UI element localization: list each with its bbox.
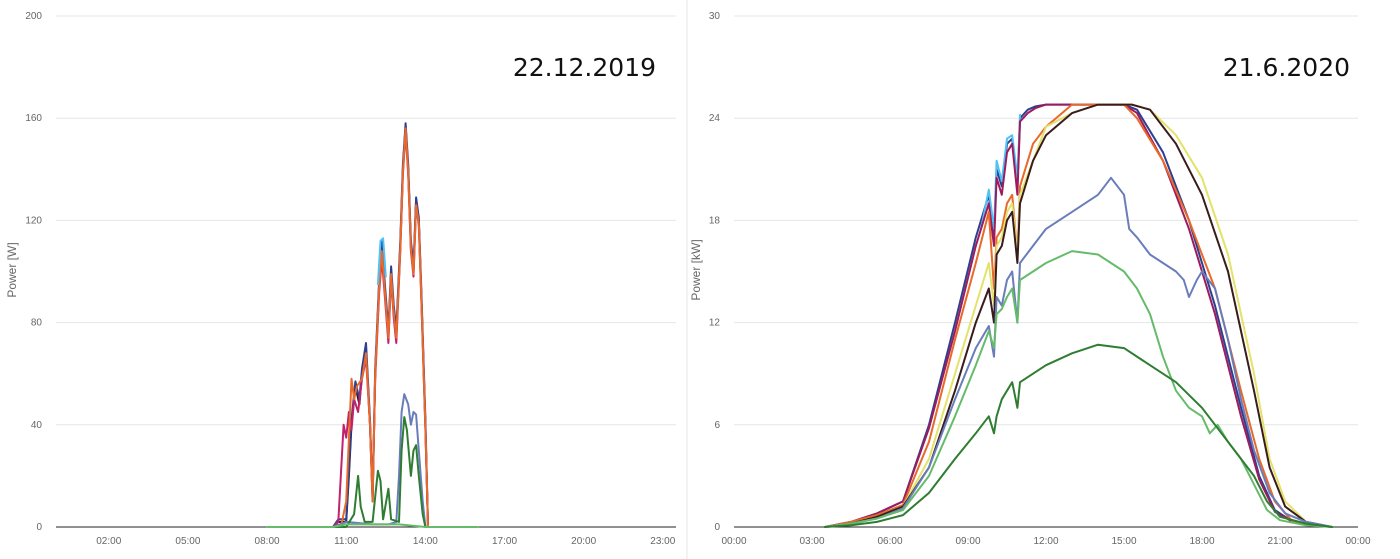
series-line-7 <box>824 176 1333 528</box>
x-tick-label: 09:00 <box>955 536 980 547</box>
x-tick-label: 12:00 <box>1033 536 1058 547</box>
series-line-7 <box>266 523 480 528</box>
x-tick-label: 08:00 <box>255 536 280 547</box>
x-tick-label: 02:00 <box>96 536 121 547</box>
y-tick-label: 24 <box>709 113 721 124</box>
series-line-4 <box>824 103 1333 528</box>
x-tick-label: 11:00 <box>334 536 359 547</box>
x-tick-label: 14:00 <box>413 536 438 547</box>
chart-date-title: 21.6.2020 <box>1223 53 1350 82</box>
x-tick-label: 06:00 <box>877 536 902 547</box>
x-tick-label: 00:00 <box>721 536 746 547</box>
series-line-3 <box>824 103 1333 528</box>
series-line-5 <box>824 103 1333 528</box>
y-tick-label: 200 <box>25 11 42 22</box>
y-tick-label: 0 <box>714 522 720 533</box>
x-tick-label: 03:00 <box>799 536 824 547</box>
y-tick-label: 0 <box>36 522 42 533</box>
y-tick-label: 160 <box>25 113 42 124</box>
series-line-6 <box>824 103 1333 528</box>
chart-panel-left: 0 40 80 120 160 200 02:00 05:00 08:00 11:00 14:00 1… <box>0 0 688 559</box>
series-line-8 <box>376 237 387 286</box>
y-tick-label: 120 <box>25 215 42 226</box>
x-tick-label: 00:00 <box>1345 536 1370 547</box>
series-line-4 <box>339 127 429 528</box>
chart-left-svg: 0 40 80 120 160 200 02:00 05:00 08:00 11:00 14:00 1… <box>5 11 676 547</box>
y-tick-label: 6 <box>714 420 720 431</box>
chart-right-svg: 0 6 12 18 24 30 00:00 03:00 06:00 09:00 12:00 15:00… <box>689 11 1371 547</box>
chart-date-title: 22.12.2019 <box>513 53 656 82</box>
series-line-6 <box>332 416 427 528</box>
x-tick-label: 23:00 <box>650 536 675 547</box>
series-line-1 <box>824 103 1333 528</box>
series-line-2 <box>980 113 1021 230</box>
y-tick-label: 40 <box>31 420 43 431</box>
x-tick-label: 21:00 <box>1267 536 1292 547</box>
y-tick-label: 12 <box>709 318 721 329</box>
x-tick-label: 15:00 <box>1111 536 1136 547</box>
y-axis-label: Power [W] <box>5 242 19 297</box>
x-tick-label: 17:00 <box>492 536 517 547</box>
panel-divider <box>686 0 688 559</box>
chart-panel-right: 0 6 12 18 24 30 00:00 03:00 06:00 09:00 12:00 15:00… <box>688 0 1400 559</box>
y-tick-label: 18 <box>709 215 721 226</box>
series-line-9 <box>824 343 1333 528</box>
x-tick-label: 05:00 <box>175 536 200 547</box>
x-tick-label: 18:00 <box>1189 536 1214 547</box>
y-axis-label: Power [kW] <box>689 239 703 300</box>
y-tick-label: 80 <box>31 318 43 329</box>
y-tick-label: 30 <box>709 11 721 22</box>
x-tick-label: 20:00 <box>571 536 596 547</box>
